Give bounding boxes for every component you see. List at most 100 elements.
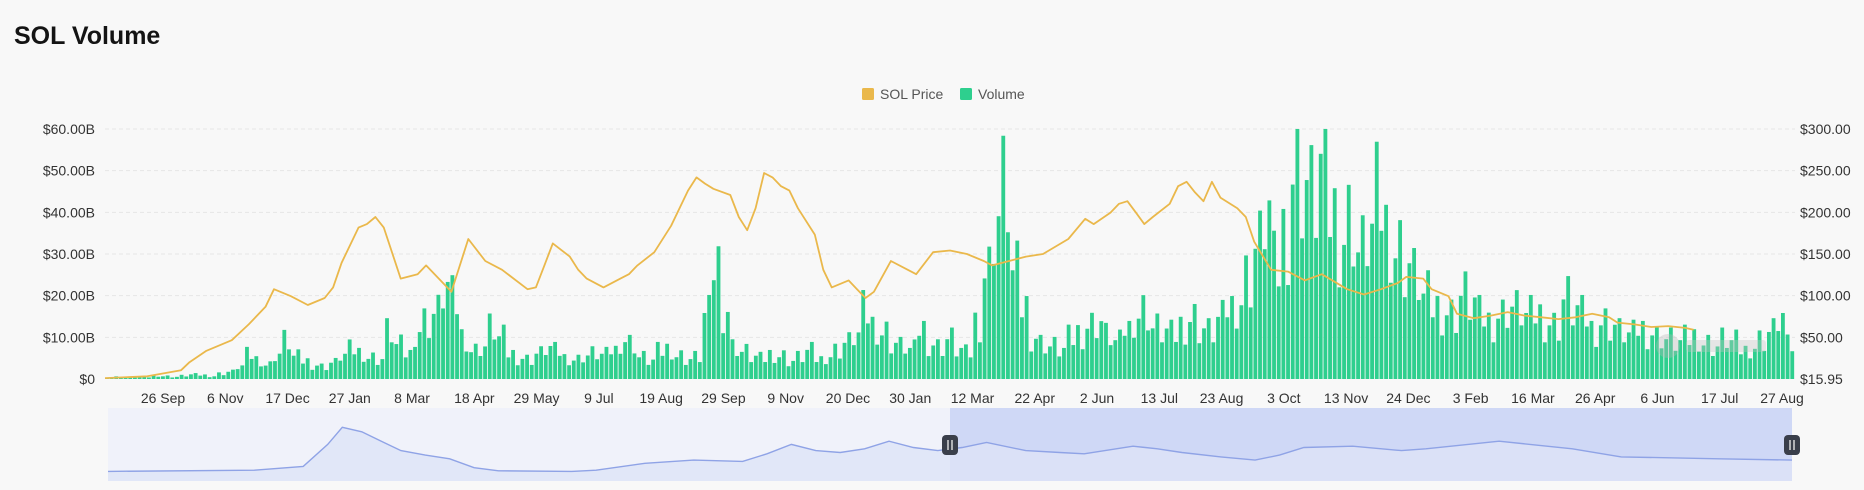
x-tick: 16 Mar xyxy=(1511,390,1555,406)
volume-bar xyxy=(1654,326,1659,379)
volume-bar xyxy=(1640,320,1645,379)
volume-bar xyxy=(1710,355,1715,379)
volume-bar xyxy=(973,312,978,379)
volume-bar xyxy=(875,344,880,379)
volume-bar xyxy=(1337,287,1342,379)
y-right-tick: $150.00 xyxy=(1800,246,1851,262)
volume-bar xyxy=(1262,249,1267,379)
volume-bar xyxy=(436,294,441,379)
volume-bar xyxy=(1052,336,1057,379)
volume-bar xyxy=(123,377,128,379)
volume-bar xyxy=(1370,223,1374,379)
volume-bar xyxy=(268,361,273,379)
volume-bar xyxy=(1622,342,1627,379)
volume-bar xyxy=(1286,285,1290,379)
volume-bar xyxy=(301,363,305,379)
volume-bar xyxy=(893,342,898,379)
volume-bar xyxy=(1029,351,1034,379)
volume-bar xyxy=(623,342,628,379)
navigator-handle-right[interactable] xyxy=(1784,435,1800,455)
volume-bar xyxy=(422,308,427,379)
volume-bar xyxy=(763,362,768,379)
volume-bar xyxy=(978,342,982,379)
x-tick: 19 Aug xyxy=(639,390,683,406)
volume-bar xyxy=(1276,286,1281,379)
volume-bar xyxy=(1342,244,1346,379)
volume-bar xyxy=(324,370,329,379)
volume-bar xyxy=(534,353,539,379)
volume-bar xyxy=(1197,343,1202,379)
volume-bar xyxy=(1244,255,1248,379)
y-right-tick: $50.00 xyxy=(1800,329,1843,345)
volume-bar xyxy=(1435,296,1440,379)
volume-bar xyxy=(758,351,763,379)
volume-bar xyxy=(954,356,959,379)
navigator-handle-right-body xyxy=(1784,435,1800,455)
volume-bar xyxy=(1570,325,1575,379)
x-tick: 8 Mar xyxy=(394,390,430,406)
volume-bar xyxy=(730,339,735,379)
volume-bar xyxy=(749,362,754,379)
volume-bar xyxy=(357,347,361,379)
navigator-handle-left[interactable] xyxy=(942,435,958,455)
volume-bar xyxy=(1575,305,1580,379)
volume-bar xyxy=(529,364,534,379)
volume-bar xyxy=(646,364,651,379)
volume-bar xyxy=(133,377,137,379)
volume-bar xyxy=(497,336,501,379)
volume-bar xyxy=(333,357,338,379)
volume-bar xyxy=(226,371,231,379)
volume-bar xyxy=(1514,290,1519,379)
volume-bar xyxy=(431,313,436,379)
volume-bar xyxy=(184,376,189,379)
volume-bar xyxy=(1225,317,1230,379)
volume-bar xyxy=(277,353,282,379)
volume-bar xyxy=(1589,320,1594,379)
volume-bar xyxy=(553,341,558,379)
volume-bar xyxy=(361,361,366,379)
volume-bar xyxy=(907,347,912,379)
volume-bar xyxy=(1533,323,1538,379)
volume-bar xyxy=(1678,340,1683,379)
volume-bar xyxy=(1752,348,1757,379)
volume-bar xyxy=(221,375,226,379)
volume-bar xyxy=(1099,321,1104,379)
volume-bar xyxy=(1048,346,1052,379)
y-right-tick: $200.00 xyxy=(1800,204,1851,220)
volume-bar xyxy=(487,313,492,379)
volume-bar xyxy=(1542,342,1547,379)
volume-bar xyxy=(851,345,856,379)
volume-bar xyxy=(1468,319,1473,379)
volume-bar xyxy=(1127,320,1132,379)
page-title: SOL Volume xyxy=(14,22,161,50)
volume-bar xyxy=(898,336,903,379)
legend-swatch-1 xyxy=(960,88,972,100)
volume-bar xyxy=(399,334,403,379)
y-left-tick: $50.00B xyxy=(43,163,95,179)
volume-bar xyxy=(823,364,828,379)
navigator xyxy=(107,408,1800,481)
volume-bar xyxy=(473,343,478,379)
volume-bar xyxy=(235,369,240,379)
volume-bar xyxy=(1701,345,1706,379)
volume-bar xyxy=(1771,318,1776,379)
x-tick: 12 Mar xyxy=(951,390,995,406)
volume-bar xyxy=(1757,330,1762,379)
volume-bar xyxy=(1566,276,1571,379)
volume-bar xyxy=(1043,353,1048,379)
volume-bar xyxy=(1230,296,1234,379)
volume-bar xyxy=(1136,318,1141,379)
volume-bar xyxy=(170,377,175,379)
volume-bar xyxy=(1206,318,1211,379)
volume-bar xyxy=(641,350,646,379)
volume-bar xyxy=(151,374,156,379)
volume-bar xyxy=(1729,340,1734,379)
volume-bar xyxy=(1496,318,1501,379)
volume-bar xyxy=(1785,334,1790,379)
x-tick: 13 Jul xyxy=(1141,390,1178,406)
y-right-tick: $15.95 xyxy=(1800,371,1843,387)
volume-bar xyxy=(296,349,301,379)
y-left-tick: $10.00B xyxy=(43,329,95,345)
volume-bar xyxy=(380,359,385,379)
volume-bar xyxy=(772,362,777,379)
